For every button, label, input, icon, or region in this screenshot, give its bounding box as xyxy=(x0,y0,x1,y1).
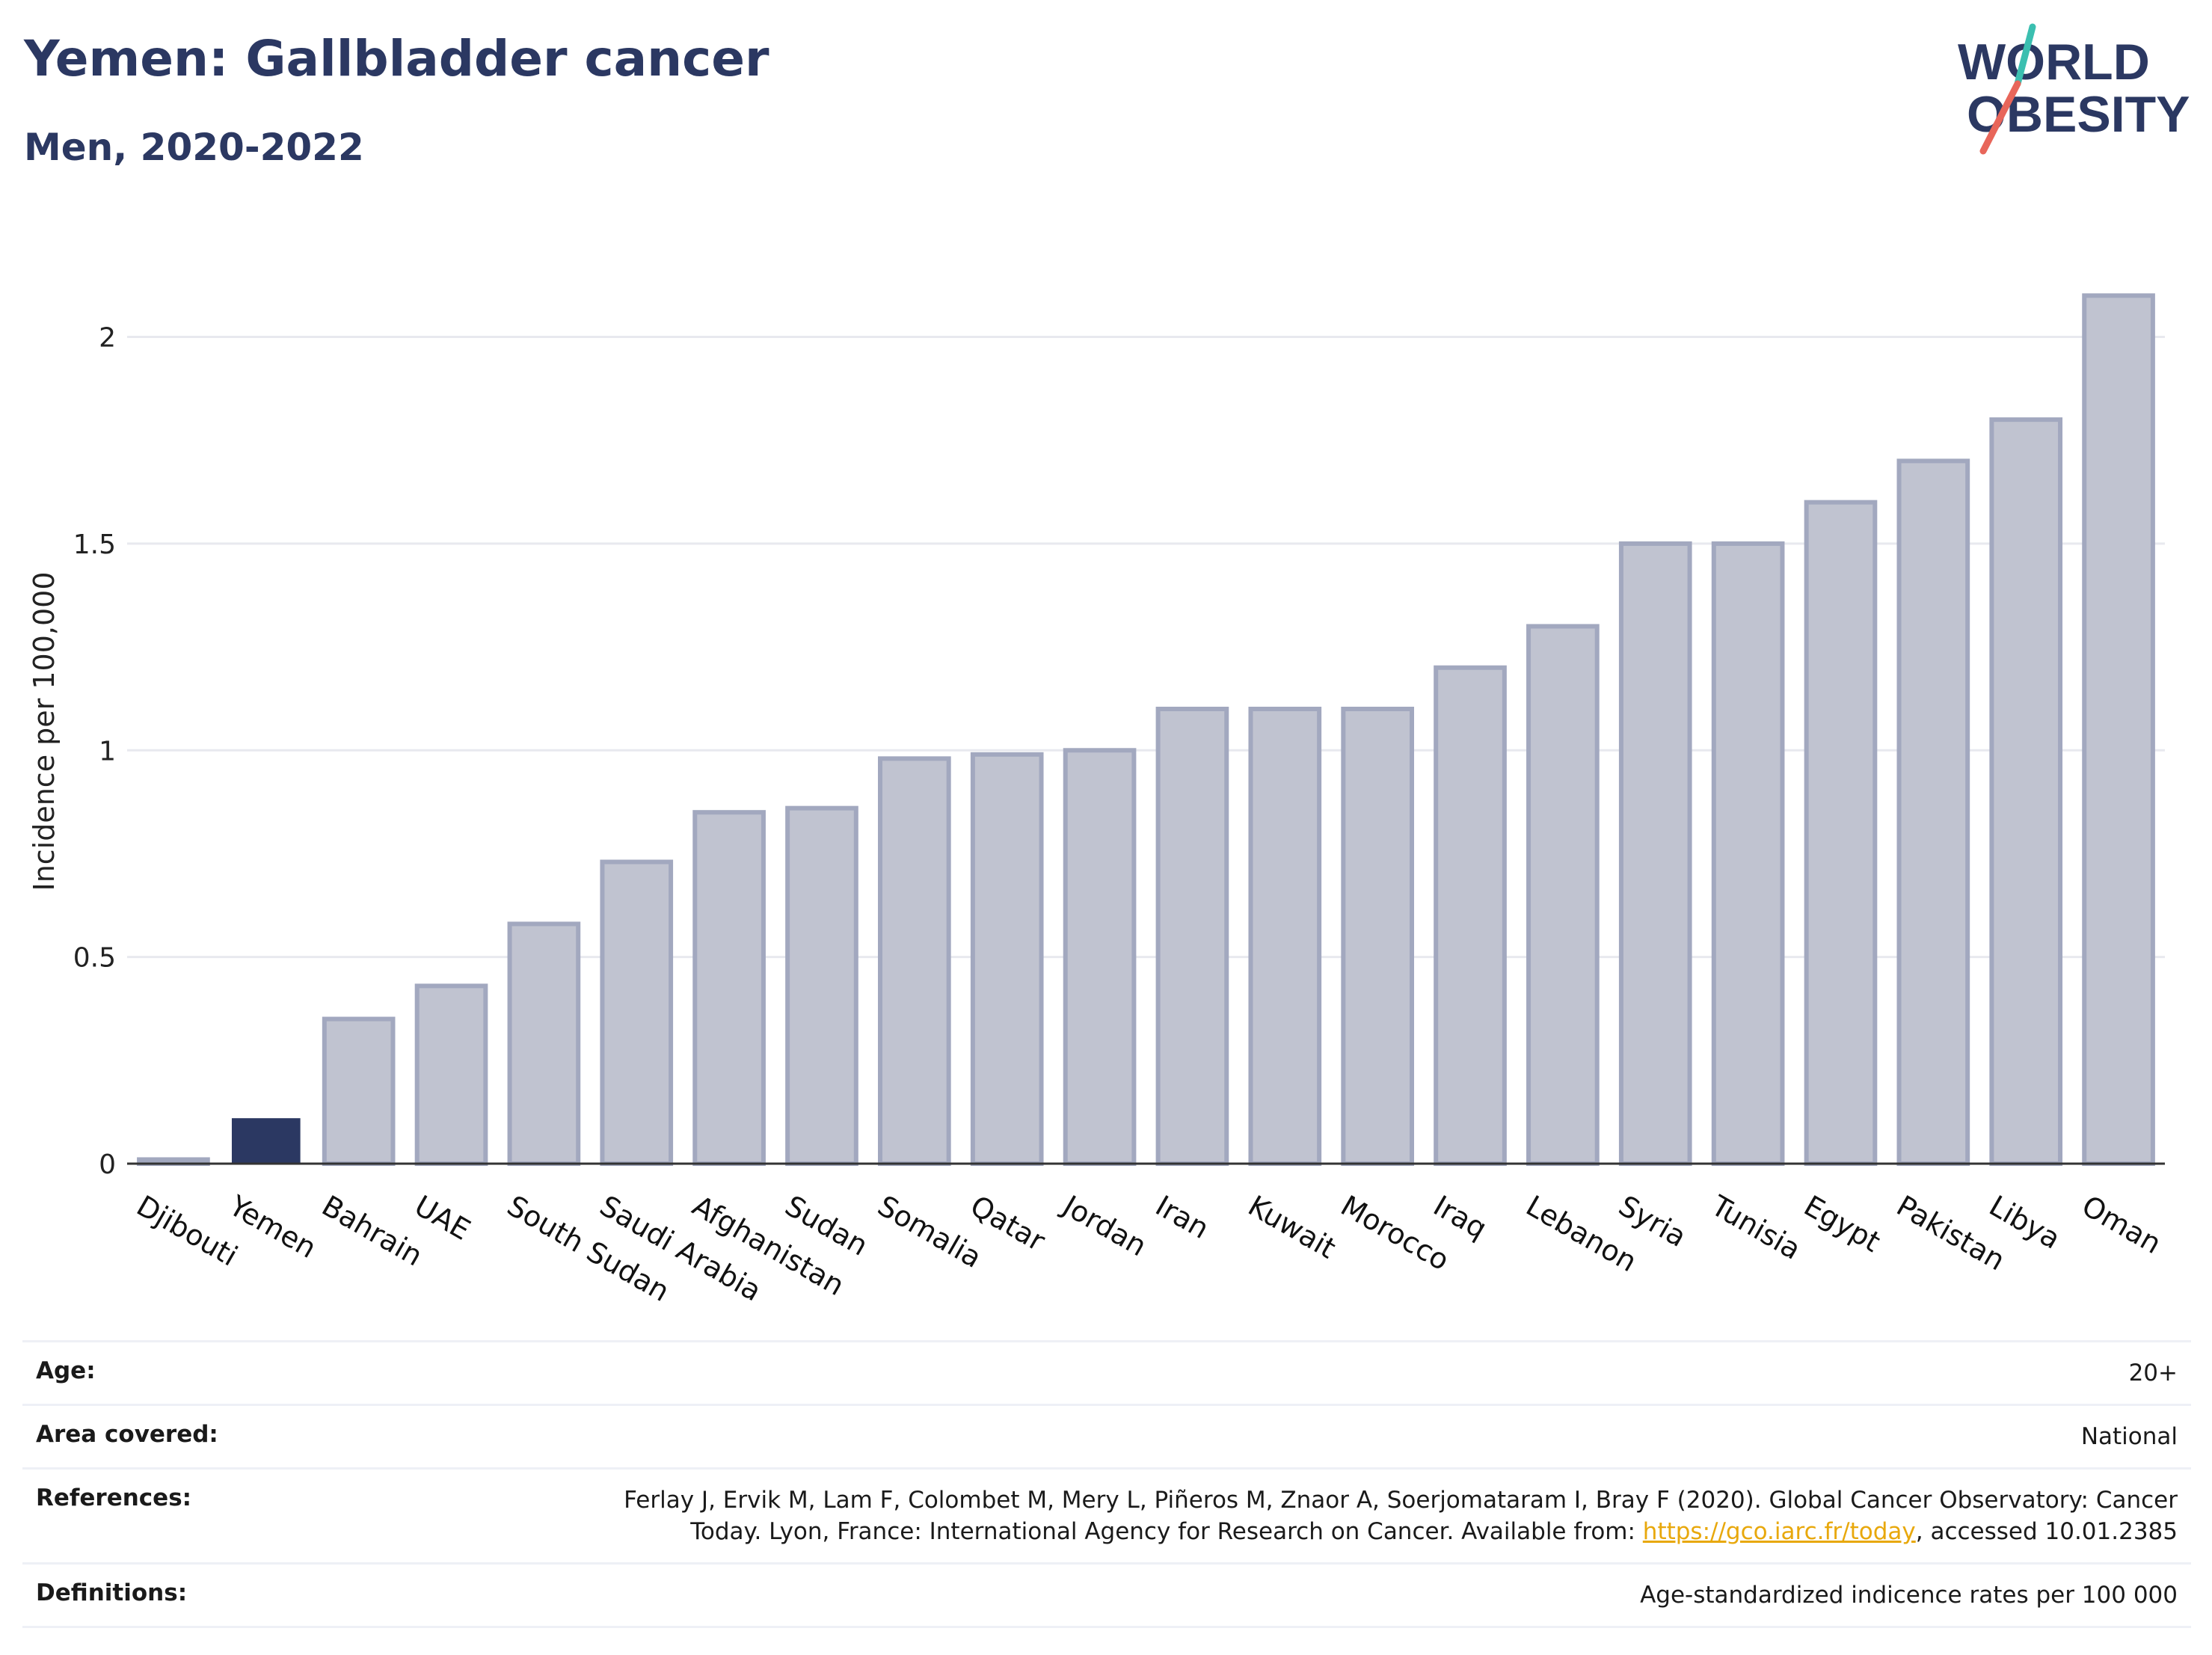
bar-somalia xyxy=(878,756,951,1166)
references-text-3: , accessed 10.01.2385 xyxy=(1915,1518,2178,1545)
x-tick-label: Bahrain xyxy=(316,1189,428,1273)
bar-libya xyxy=(1989,417,2063,1166)
bar-sudan xyxy=(785,805,858,1166)
logo-slash-coral xyxy=(1979,80,2021,155)
definitions-label: Definitions: xyxy=(36,1579,188,1606)
bar-iran xyxy=(1155,707,1229,1166)
age-value: 20+ xyxy=(2128,1360,2178,1387)
bar-yemen xyxy=(231,1118,301,1164)
bar-jordan xyxy=(1063,748,1137,1166)
x-tick-label: Iran xyxy=(1150,1189,1214,1245)
x-tick-label: Jordan xyxy=(1056,1188,1152,1263)
bar-qatar xyxy=(970,752,1044,1166)
bars xyxy=(137,293,2155,1167)
chart-subtitle: Men, 2020-2022 xyxy=(24,126,364,169)
logo-slash-teal xyxy=(2014,23,2036,87)
bar-south-sudan xyxy=(507,921,581,1167)
y-axis-ticks: 0 0.5 1 1.5 2 xyxy=(73,323,116,1180)
logo-text-world: WORLD xyxy=(1958,34,2150,90)
bar-saudi-arabia xyxy=(600,859,674,1166)
bar-kuwait xyxy=(1248,707,1322,1166)
bar-pakistan xyxy=(1896,458,1970,1166)
bar-tunisia xyxy=(1711,541,1785,1166)
y-tick-label: 2 xyxy=(99,323,116,354)
x-tick-label: Djibouti xyxy=(131,1189,243,1273)
world-obesity-logo: WORLD OBESITY xyxy=(1958,23,2190,155)
info-table: Age: 20+ Area covered: National Referenc… xyxy=(22,1340,2191,1628)
references-value: Ferlay J, Ervik M, Lam F, Colombet M, Me… xyxy=(624,1484,2178,1547)
area-value: National xyxy=(2080,1423,2178,1450)
bar-bahrain xyxy=(322,1016,396,1166)
x-tick-label: Somalia xyxy=(872,1189,987,1274)
bar-iraq xyxy=(1434,665,1507,1166)
x-tick-label: Kuwait xyxy=(1243,1189,1342,1265)
bar-egypt xyxy=(1804,500,1878,1166)
bar-uae xyxy=(414,983,488,1166)
x-tick-label: Egypt xyxy=(1798,1189,1886,1259)
info-row-age: Age: 20+ xyxy=(22,1340,2191,1404)
references-text-1: Ferlay J, Ervik M, Lam F, Colombet M, Me… xyxy=(624,1487,2178,1514)
y-tick-label: 0.5 xyxy=(73,943,116,974)
definitions-value: Age-standardized indicence rates per 100… xyxy=(1640,1582,2178,1609)
y-tick-label: 1 xyxy=(99,736,116,767)
y-tick-label: 1.5 xyxy=(73,529,116,560)
bar-oman xyxy=(2082,293,2155,1167)
x-tick-label: Tunisia xyxy=(1705,1188,1806,1266)
bar-afghanistan xyxy=(692,810,766,1166)
info-row-area: Area covered: National xyxy=(22,1404,2191,1467)
x-tick-label: Oman xyxy=(2077,1189,2167,1260)
x-tick-label: Yemen xyxy=(223,1188,322,1265)
references-text-2: Today. Lyon, France: International Agenc… xyxy=(690,1518,1643,1545)
info-row-definitions: Definitions: Age-standardized indicence … xyxy=(22,1562,2191,1628)
bar-syria xyxy=(1618,541,1692,1166)
info-row-references: References: Ferlay J, Ervik M, Lam F, Co… xyxy=(22,1467,2191,1562)
x-tick-label: Iraq xyxy=(1428,1189,1493,1245)
y-axis-label: Incidence per 100,000 xyxy=(28,571,61,891)
bar-morocco xyxy=(1341,707,1414,1166)
chart-title: Yemen: Gallbladder cancer xyxy=(24,30,769,87)
y-tick-label: 0 xyxy=(99,1149,116,1180)
age-label: Age: xyxy=(36,1357,96,1384)
area-label: Area covered: xyxy=(36,1421,218,1448)
references-link[interactable]: https://gco.iarc.fr/today xyxy=(1642,1518,1916,1545)
references-label: References: xyxy=(36,1484,192,1511)
bar-lebanon xyxy=(1526,624,1600,1166)
